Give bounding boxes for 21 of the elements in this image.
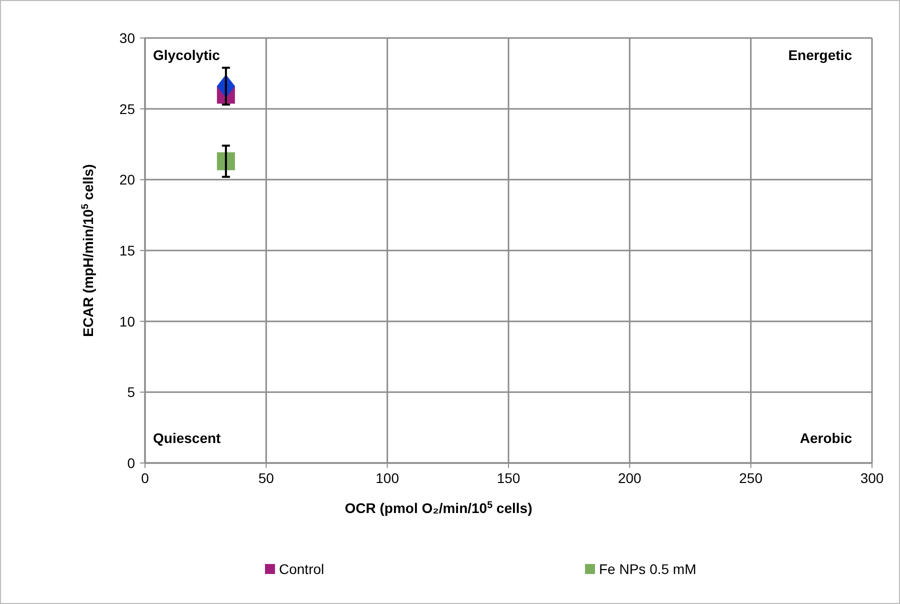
x-tick-label: 250 [739,470,763,486]
x-tick-label: 50 [258,470,274,486]
y-tick-label: 10 [119,313,136,330]
y-tick-label: 20 [119,172,136,188]
x-axis-title: OCR (pmol O₂/min/10$^{5}$ cells) [344,500,532,516]
x-tick-label: 200 [618,470,642,486]
x-tick-label: 300 [860,470,884,486]
annotation: Glycolytic [153,47,220,63]
x-tick-label: 150 [496,470,520,486]
legend-label: Control [279,561,324,577]
annotation: Aerobic [800,430,852,446]
y-tick-label: 15 [119,242,136,258]
y-tick-label: 25 [119,100,136,117]
annotation: Energetic [788,47,852,63]
y-tick-label: 5 [127,384,136,400]
y-tick-label: 0 [127,455,136,471]
y-tick-label: 30 [119,30,136,46]
legend-label: Fe NPs 0.5 mM [599,561,696,577]
annotation: Quiescent [153,430,222,446]
x-tick-label: 0 [141,470,150,486]
x-tick-label: 100 [376,470,400,486]
